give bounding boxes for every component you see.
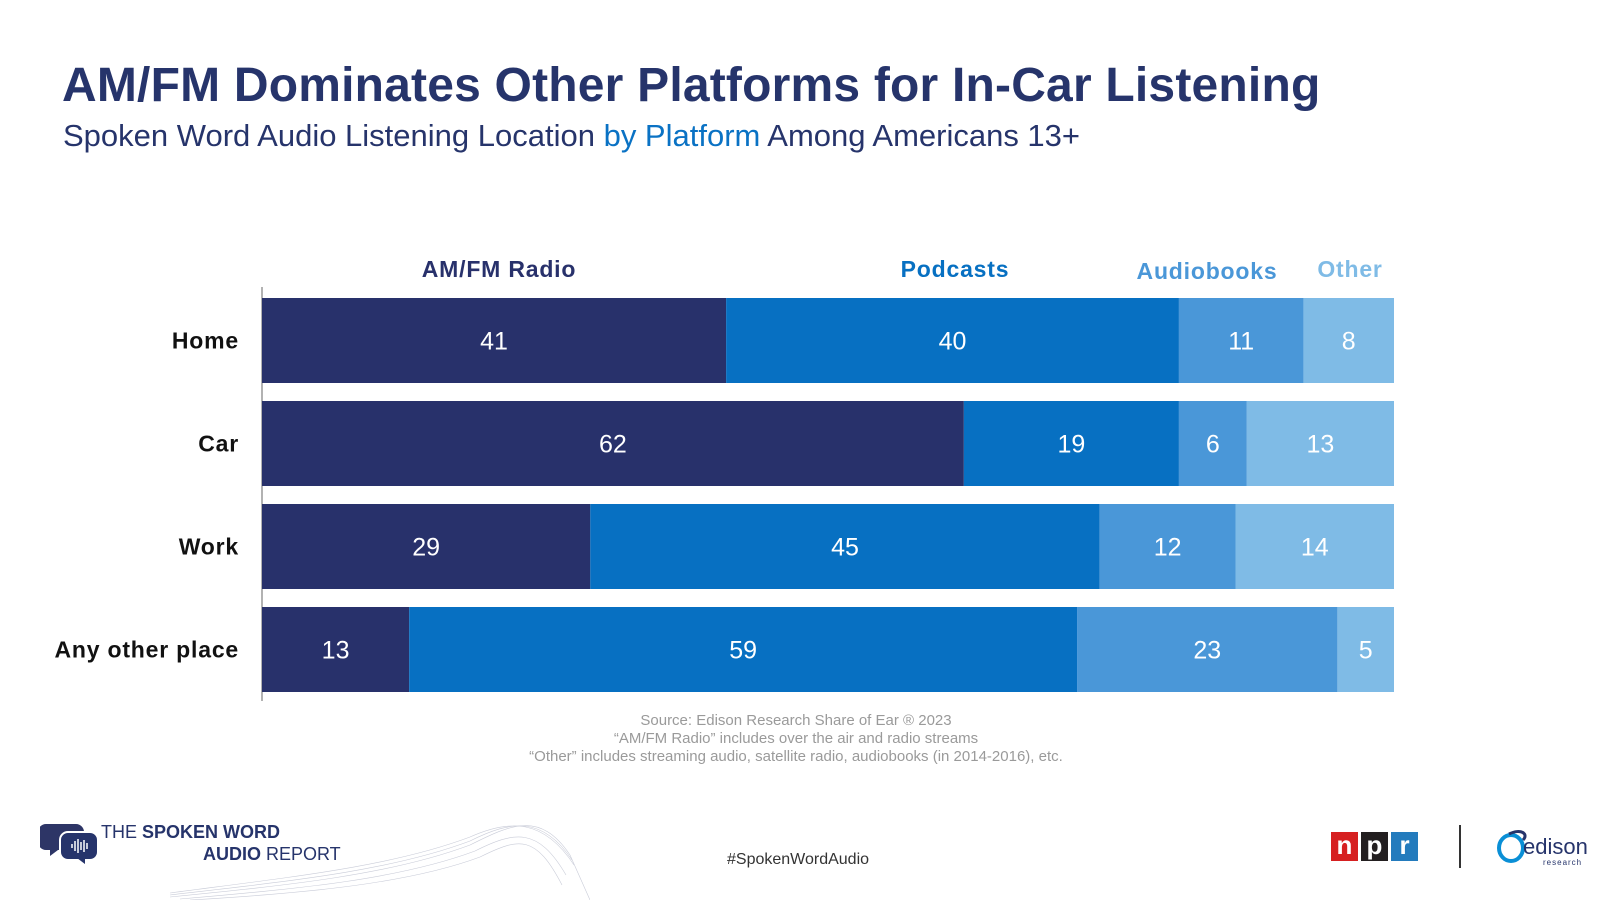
data-label: 23 xyxy=(1193,637,1221,665)
data-label: 14 xyxy=(1301,534,1329,562)
category-label-car: Car xyxy=(198,431,239,457)
speech-bubble-icon xyxy=(40,824,99,868)
logo-line-1-part-a: THE xyxy=(101,822,143,842)
footnote-other: “Other” includes streaming audio, satell… xyxy=(529,748,1063,765)
bar-work-audiobooks xyxy=(1099,504,1236,589)
logo-line-1: THE SPOKEN WORD xyxy=(101,822,280,843)
edison-word: edison xyxy=(1523,834,1588,859)
data-label: 11 xyxy=(1228,328,1254,356)
data-label: 13 xyxy=(322,637,350,665)
bar-home-audiobooks xyxy=(1178,298,1304,383)
bar-work-podcasts xyxy=(590,504,1100,589)
footnote-amfm: “AM/FM Radio” includes over the air and … xyxy=(613,730,979,747)
hashtag: #SpokenWordAudio xyxy=(727,851,870,868)
data-label: 29 xyxy=(412,534,440,562)
logo-line-2-part-a: AUDIO xyxy=(203,844,261,864)
bar-car-podcasts xyxy=(963,401,1179,486)
bar-any-other-place-audiobooks xyxy=(1077,607,1338,692)
spoken-word-report-logo: THE SPOKEN WORD AUDIO REPORT xyxy=(40,820,370,880)
bar-home-other xyxy=(1303,298,1394,383)
npr-logo: n p r xyxy=(1331,832,1418,863)
bar-work-am-fm-radio xyxy=(262,504,591,589)
category-label-work: Work xyxy=(179,534,239,560)
data-label: 62 xyxy=(599,431,627,459)
category-label-any-other-place: Any other place xyxy=(54,637,239,663)
data-label: 8 xyxy=(1342,328,1356,356)
data-label: 13 xyxy=(1307,431,1335,459)
edison-research-logo: edison research xyxy=(1495,828,1595,870)
npr-letter-r: r xyxy=(1391,832,1418,861)
data-label: 45 xyxy=(831,534,859,562)
edison-swirl-icon xyxy=(1497,830,1527,863)
data-label: 41 xyxy=(480,328,508,356)
page-subtitle: Spoken Word Audio Listening Location by … xyxy=(63,118,1080,154)
subtitle-text-start: Spoken Word Audio Listening Location xyxy=(63,118,604,153)
logo-line-2: AUDIO REPORT xyxy=(203,844,341,865)
logo-line-2-part-b: REPORT xyxy=(261,844,341,864)
category-label-home: Home xyxy=(172,328,239,354)
bar-any-other-place-other xyxy=(1337,607,1394,692)
data-label: 5 xyxy=(1359,637,1373,665)
bar-any-other-place-am-fm-radio xyxy=(262,607,410,692)
bar-car-am-fm-radio xyxy=(262,401,964,486)
edison-subword: research xyxy=(1543,858,1583,867)
data-label: 6 xyxy=(1206,431,1220,459)
bar-car-other xyxy=(1246,401,1394,486)
bar-work-other xyxy=(1235,504,1394,589)
npr-letter-p: p xyxy=(1361,832,1388,861)
legend-label-am-fm-radio: AM/FM Radio xyxy=(422,256,576,282)
npr-letter-n: n xyxy=(1331,832,1358,861)
bar-home-podcasts xyxy=(726,298,1179,383)
chart-footnotes: Source: Edison Research Share of Ear ® 2… xyxy=(0,712,1602,766)
bar-home-am-fm-radio xyxy=(262,298,727,383)
bar-any-other-place-podcasts xyxy=(409,607,1078,692)
logo-divider xyxy=(1459,825,1461,868)
stacked-bar-chart: AM/FM Radio Podcasts Audiobooks Other Home 41… xyxy=(54,256,1394,701)
legend-label-audiobooks: Audiobooks xyxy=(1137,258,1278,284)
decorative-wave-graphic xyxy=(170,825,590,900)
data-label: 19 xyxy=(1057,431,1085,459)
bar-car-audiobooks xyxy=(1178,401,1247,486)
legend-label-other: Other xyxy=(1317,256,1382,282)
page-title: AM/FM Dominates Other Platforms for In-C… xyxy=(62,59,1321,112)
data-label: 40 xyxy=(939,328,967,356)
footnote-source: Source: Edison Research Share of Ear ® 2… xyxy=(640,712,952,729)
subtitle-highlight: by Platform xyxy=(603,118,761,153)
logo-line-1-part-b: SPOKEN WORD xyxy=(142,822,281,842)
data-label: 12 xyxy=(1154,534,1182,562)
legend-label-podcasts: Podcasts xyxy=(901,256,1010,282)
data-label: 59 xyxy=(729,637,757,665)
subtitle-text-end: Among Americans 13+ xyxy=(760,118,1081,153)
